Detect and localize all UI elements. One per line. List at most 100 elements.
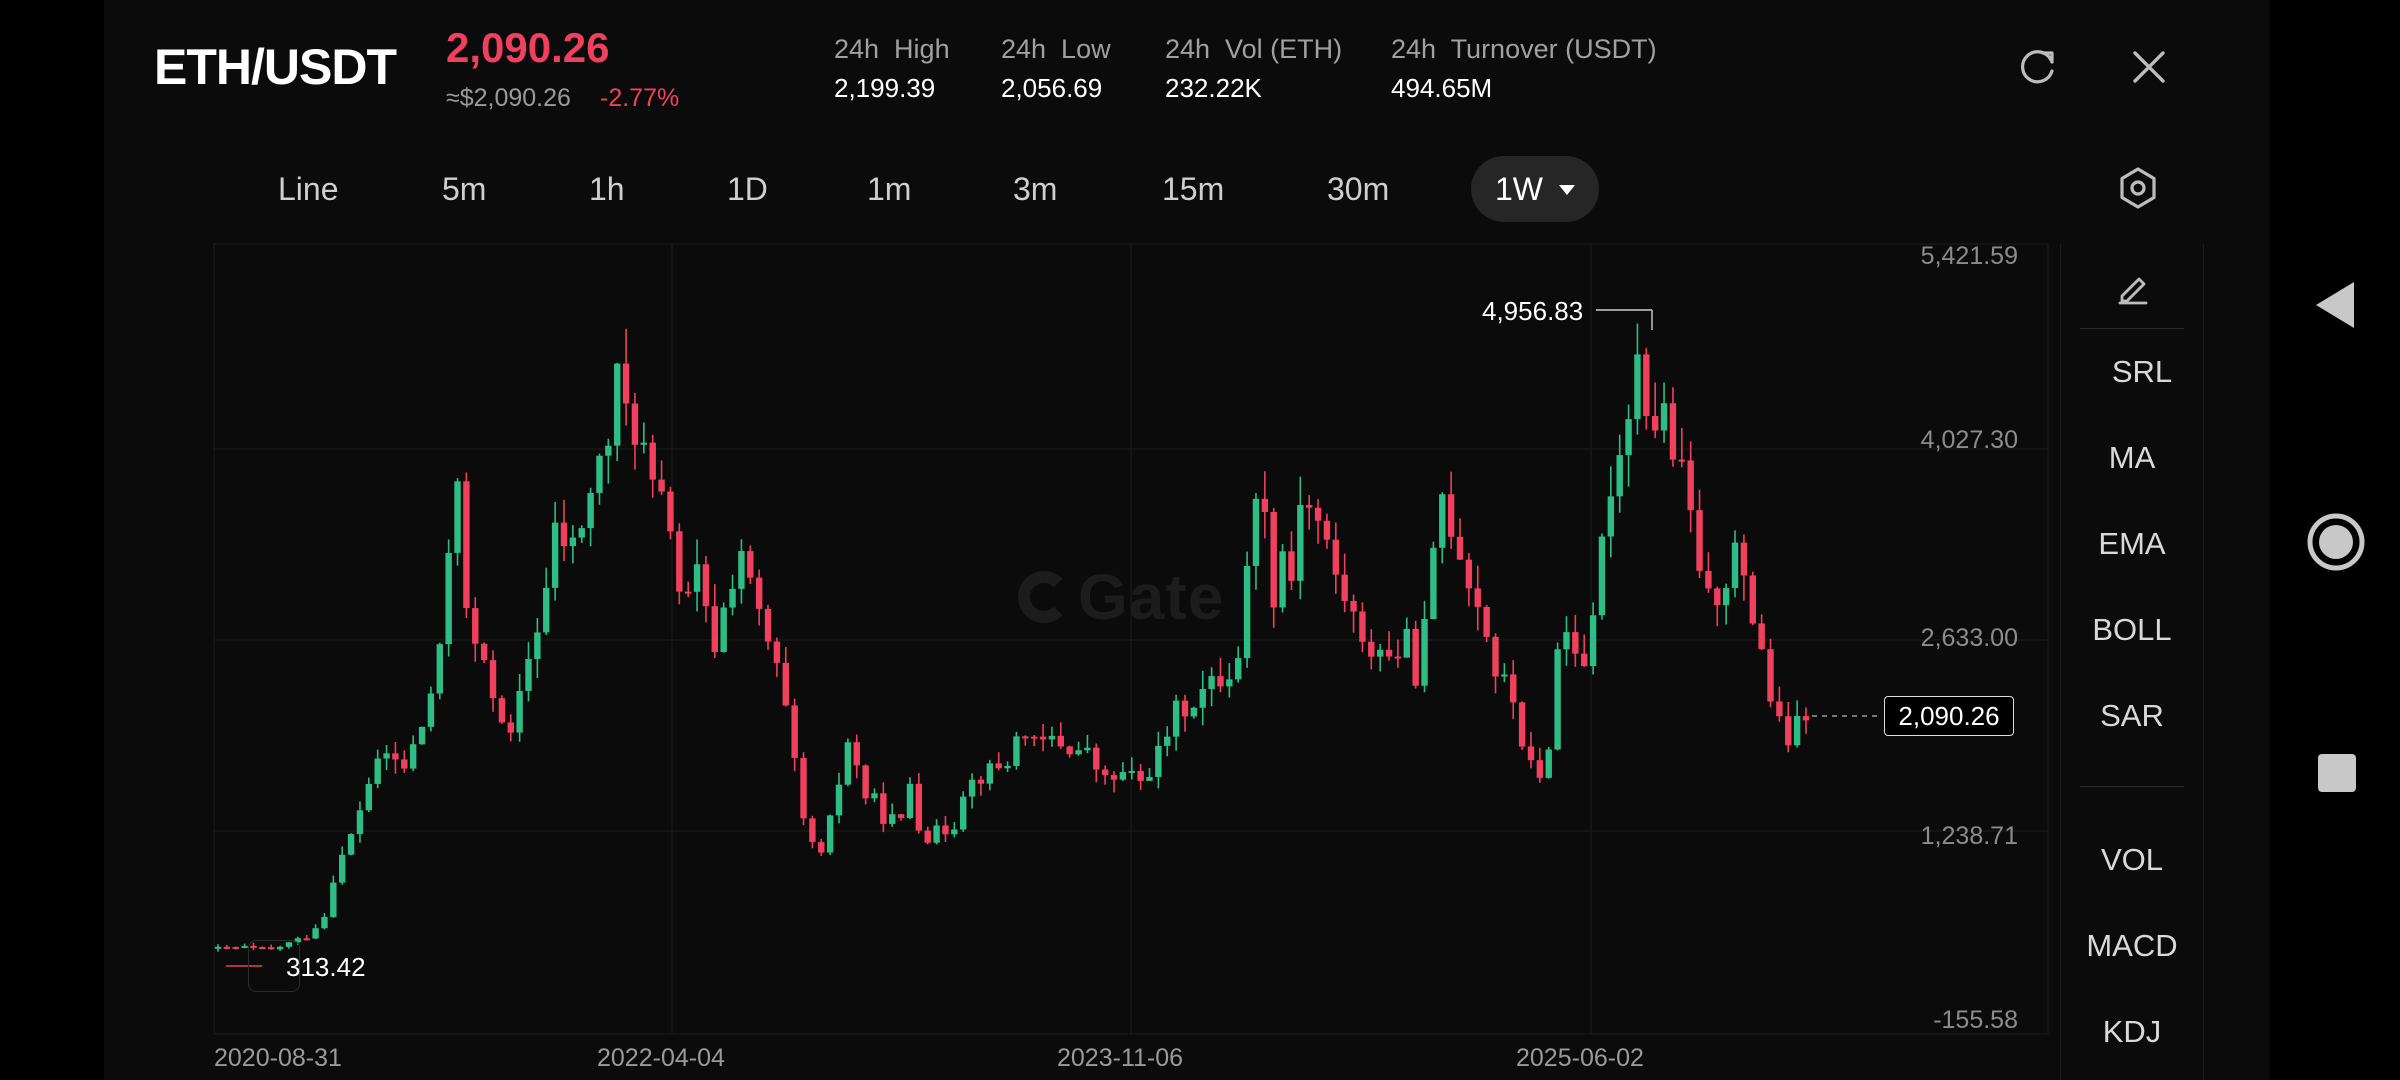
candle-body: [1767, 649, 1774, 702]
home-nav-icon[interactable]: [2306, 512, 2366, 572]
x-tick: 2023-11-06: [1057, 1044, 1184, 1072]
candle-body: [1660, 403, 1668, 431]
candle-body: [658, 479, 665, 492]
candle-body: [1332, 539, 1340, 575]
stat-24h-turnover: 24h Turnover (USDT) 494.65M: [1391, 34, 1657, 104]
candle-body: [1314, 507, 1322, 521]
refresh-icon[interactable]: [2015, 44, 2061, 90]
candle-body: [1084, 747, 1091, 751]
price-usd: ≈$2,090.26: [446, 84, 571, 112]
candle-body: [684, 591, 692, 594]
candle-body: [560, 522, 568, 547]
candle-body: [480, 643, 488, 661]
tf-1h[interactable]: 1h: [589, 171, 625, 207]
candle-body: [1341, 574, 1348, 601]
candle-body: [889, 814, 896, 824]
candle-body: [1075, 750, 1082, 755]
candle-body: [1651, 416, 1659, 431]
candle-body: [303, 938, 310, 941]
tf-1d[interactable]: 1D: [727, 171, 768, 207]
candle-body: [1243, 565, 1251, 659]
tf-1m[interactable]: 1m: [867, 171, 912, 207]
candle-body: [312, 928, 319, 939]
candle-body: [1510, 674, 1517, 703]
candle-body: [1793, 716, 1801, 746]
candle-body: [1039, 736, 1047, 740]
indicator-kdj[interactable]: KDJ: [2102, 1014, 2162, 1049]
tf-5m[interactable]: 5m: [442, 171, 487, 207]
indicator-ema[interactable]: EMA: [2098, 526, 2166, 561]
tf-30m[interactable]: 30m: [1327, 171, 1390, 207]
candle-body: [285, 942, 293, 947]
candle-body: [436, 644, 443, 694]
indicator-panel: [2060, 244, 2204, 1080]
candle-body: [1155, 745, 1162, 777]
candle-body: [1714, 588, 1721, 606]
candle-body: [1208, 676, 1215, 690]
candle-body: [534, 632, 541, 659]
stat-label: 24h Low: [1001, 34, 1111, 64]
divider: [2080, 328, 2184, 329]
candle-body: [1190, 707, 1198, 717]
close-icon[interactable]: [2126, 44, 2172, 90]
candle-body: [596, 455, 603, 493]
candle-body: [791, 705, 798, 758]
current-price-tag: 2,090.26: [1884, 696, 2014, 736]
candle-body: [951, 829, 958, 835]
y-tick: 5,421.59: [1920, 242, 2018, 270]
candle-body: [1403, 628, 1410, 658]
candle-body: [676, 531, 683, 592]
stat-value: 232.22K: [1165, 73, 1262, 103]
candle-body: [383, 753, 390, 759]
candle-body: [321, 916, 328, 929]
candle-body: [1731, 542, 1739, 589]
candle-body: [1678, 459, 1685, 462]
candle-body: [844, 742, 852, 785]
y-tick: 4,027.30: [1920, 426, 2018, 454]
candle-body: [1634, 354, 1641, 420]
candle-body: [1305, 505, 1313, 508]
indicator-vol[interactable]: VOL: [2100, 842, 2164, 877]
back-nav-icon[interactable]: [2314, 280, 2358, 330]
candle-body: [835, 784, 843, 816]
candle-body: [1607, 496, 1615, 537]
candle-body: [711, 606, 719, 652]
candle-body: [1323, 520, 1331, 540]
tf-1w-dropdown[interactable]: 1W: [1471, 156, 1599, 222]
candle-body: [1199, 689, 1206, 708]
candle-body: [1385, 649, 1393, 657]
indicator-ma[interactable]: MA: [2108, 440, 2156, 475]
candle-body: [764, 608, 772, 642]
candle-body: [569, 537, 577, 547]
candle-body: [1581, 653, 1588, 667]
candle-body: [587, 492, 594, 529]
recents-nav-icon[interactable]: [2316, 752, 2358, 794]
candle-body: [232, 946, 239, 949]
tf-3m[interactable]: 3m: [1013, 171, 1058, 207]
candle-body: [853, 742, 860, 766]
tf-active-label: 1W: [1495, 171, 1543, 207]
candle-body: [392, 753, 399, 760]
candle-body: [1705, 570, 1712, 589]
candle-body: [1492, 636, 1499, 677]
candle-body: [1474, 588, 1481, 607]
candle-body: [1261, 498, 1269, 512]
candle-body: [1093, 747, 1100, 770]
tf-line[interactable]: Line: [278, 171, 339, 207]
candle-body: [1501, 674, 1508, 677]
candle-body: [826, 815, 834, 853]
candle-body: [960, 796, 967, 830]
settings-hex-icon[interactable]: [2116, 166, 2160, 210]
pencil-icon[interactable]: [2114, 268, 2152, 306]
indicator-boll[interactable]: BOLL: [2092, 612, 2172, 647]
indicator-srl[interactable]: SRL: [2111, 354, 2173, 389]
tf-15m[interactable]: 15m: [1162, 171, 1225, 207]
candle-body: [1643, 354, 1650, 417]
stat-24h-low: 24h Low 2,056.69: [1001, 34, 1111, 104]
indicator-sar[interactable]: SAR: [2100, 698, 2164, 733]
indicator-macd[interactable]: MACD: [2086, 928, 2178, 963]
high-marker-label: 4,956.83: [1482, 296, 1584, 326]
candle-body: [1687, 460, 1694, 511]
pair-title[interactable]: ETH/USDT: [154, 39, 397, 95]
